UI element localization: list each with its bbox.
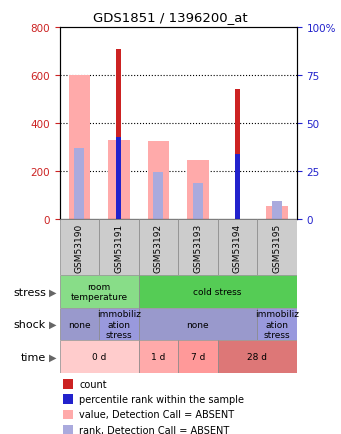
Bar <box>193 183 203 219</box>
Text: ▶: ▶ <box>49 287 56 297</box>
Text: count: count <box>79 379 107 389</box>
Bar <box>272 201 282 219</box>
Bar <box>60 276 139 308</box>
Text: GSM53194: GSM53194 <box>233 223 242 272</box>
Text: immobiliz
ation
stress: immobiliz ation stress <box>255 309 299 339</box>
Bar <box>139 308 257 341</box>
Text: GSM53193: GSM53193 <box>193 223 203 272</box>
Bar <box>108 140 130 219</box>
Text: GSM53192: GSM53192 <box>154 223 163 272</box>
Text: shock: shock <box>14 319 46 329</box>
Text: cold stress: cold stress <box>193 287 242 296</box>
Text: GDS1851 / 1396200_at: GDS1851 / 1396200_at <box>93 11 248 24</box>
Bar <box>116 49 121 219</box>
Text: immobiliz
ation
stress: immobiliz ation stress <box>97 309 141 339</box>
Text: 1 d: 1 d <box>151 352 166 362</box>
Bar <box>60 219 99 276</box>
Bar <box>266 206 288 219</box>
Text: value, Detection Call = ABSENT: value, Detection Call = ABSENT <box>79 410 235 419</box>
Bar <box>187 161 209 219</box>
Bar <box>148 141 169 219</box>
Bar <box>178 341 218 373</box>
Bar <box>74 149 84 219</box>
Text: 28 d: 28 d <box>247 352 267 362</box>
Bar <box>153 173 163 219</box>
Bar <box>257 219 297 276</box>
Bar <box>235 90 240 219</box>
Text: none: none <box>187 320 209 329</box>
Text: time: time <box>21 352 46 362</box>
Bar <box>235 155 240 219</box>
Text: 7 d: 7 d <box>191 352 205 362</box>
Bar <box>69 76 90 219</box>
Bar <box>257 308 297 341</box>
Text: GSM53190: GSM53190 <box>75 223 84 272</box>
Text: room
temperature: room temperature <box>71 282 128 302</box>
Bar <box>116 138 121 219</box>
Text: none: none <box>68 320 91 329</box>
Bar <box>139 276 297 308</box>
Bar <box>60 341 139 373</box>
Bar <box>178 219 218 276</box>
Bar <box>139 341 178 373</box>
Text: GSM53191: GSM53191 <box>115 223 123 272</box>
Text: ▶: ▶ <box>49 352 56 362</box>
Bar <box>99 219 139 276</box>
Bar <box>218 341 297 373</box>
Bar <box>60 308 99 341</box>
Bar <box>218 219 257 276</box>
Text: stress: stress <box>13 287 46 297</box>
Bar <box>99 308 139 341</box>
Text: rank, Detection Call = ABSENT: rank, Detection Call = ABSENT <box>79 425 230 434</box>
Text: GSM53195: GSM53195 <box>272 223 281 272</box>
Text: 0 d: 0 d <box>92 352 106 362</box>
Text: ▶: ▶ <box>49 319 56 329</box>
Text: percentile rank within the sample: percentile rank within the sample <box>79 395 244 404</box>
Bar <box>139 219 178 276</box>
